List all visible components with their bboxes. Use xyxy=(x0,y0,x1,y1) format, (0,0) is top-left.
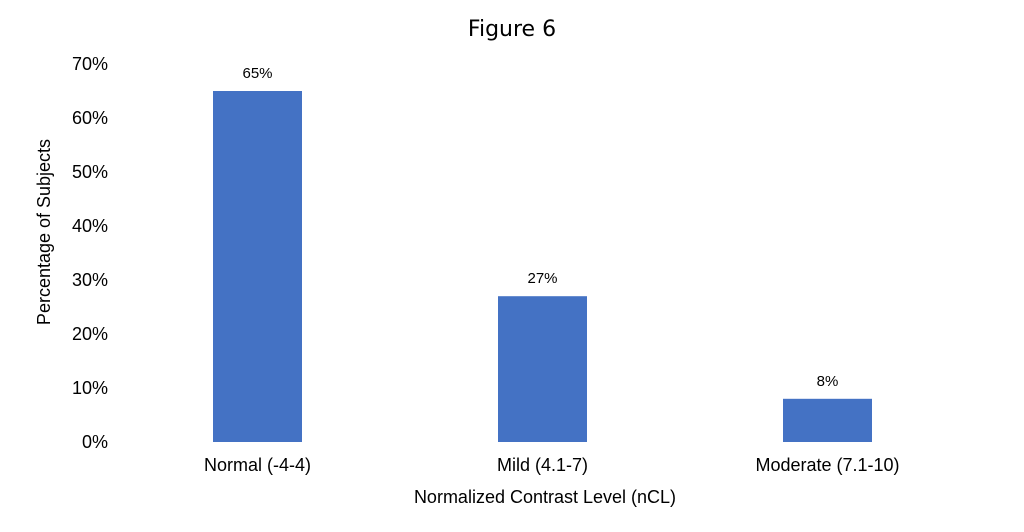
x-tick-label: Moderate (7.1-10) xyxy=(755,455,899,475)
y-axis-ticks: 0% 10% 20% 30% 40% 50% 60% 70% xyxy=(72,54,108,452)
chart-title: Figure 6 xyxy=(468,17,556,42)
bar xyxy=(783,398,872,442)
bar xyxy=(498,296,587,442)
y-tick-label: 40% xyxy=(72,216,108,236)
y-tick-label: 70% xyxy=(72,54,108,74)
y-tick-label: 50% xyxy=(72,162,108,182)
bar-value-label: 65% xyxy=(242,65,272,82)
y-tick-label: 20% xyxy=(72,324,108,344)
x-tick-label: Mild (4.1-7) xyxy=(497,455,588,475)
y-tick-label: 10% xyxy=(72,378,108,398)
y-axis-title: Percentage of Subjects xyxy=(34,139,54,325)
x-tick-label: Normal (-4-4) xyxy=(204,455,311,475)
y-tick-label: 0% xyxy=(82,432,108,452)
x-axis-ticks: Normal (-4-4) Mild (4.1-7) Moderate (7.1-1… xyxy=(204,455,900,475)
bar-value-label: 8% xyxy=(817,373,839,390)
bars xyxy=(213,91,872,442)
data-labels: 65% 27% 8% xyxy=(242,65,838,390)
y-tick-label: 30% xyxy=(72,270,108,290)
bar xyxy=(213,91,302,442)
y-tick-label: 60% xyxy=(72,108,108,128)
bar-value-label: 27% xyxy=(527,270,557,287)
x-axis-title: Normalized Contrast Level (nCL) xyxy=(414,487,676,507)
